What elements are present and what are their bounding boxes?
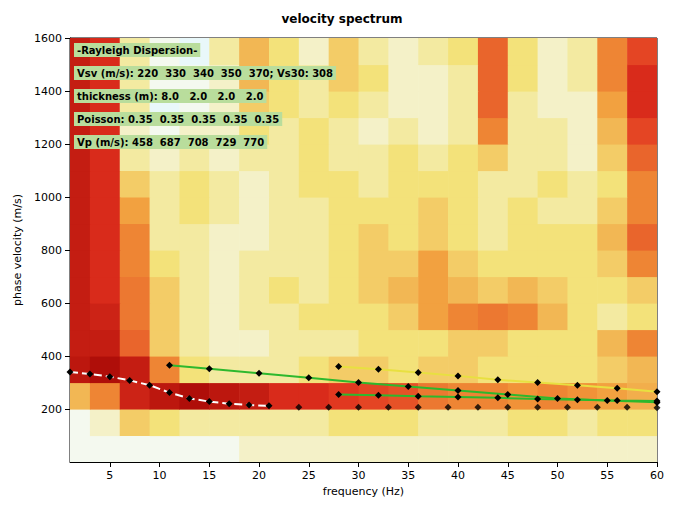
svg-text:60: 60	[650, 469, 664, 482]
svg-text:55: 55	[600, 469, 614, 482]
svg-text:25: 25	[302, 469, 316, 482]
svg-text:200: 200	[41, 403, 62, 416]
svg-text:velocity spectrum: velocity spectrum	[282, 12, 403, 26]
svg-text:Vp (m/s): 458 687 708 729: Vp (m/s): 458 687 708 729 770	[77, 137, 264, 148]
svg-text:15: 15	[202, 469, 216, 482]
svg-text:1200: 1200	[34, 138, 62, 151]
svg-text:1400: 1400	[34, 85, 62, 98]
svg-text:20: 20	[252, 469, 266, 482]
svg-text:45: 45	[501, 469, 515, 482]
svg-text:10: 10	[153, 469, 167, 482]
svg-text:1600: 1600	[34, 32, 62, 45]
svg-text:-Rayleigh Dispersion-: -Rayleigh Dispersion-	[77, 45, 197, 56]
svg-text:1000: 1000	[34, 191, 62, 204]
svg-text:400: 400	[41, 350, 62, 363]
svg-text:frequency (Hz): frequency (Hz)	[323, 485, 404, 498]
svg-text:35: 35	[401, 469, 415, 482]
svg-text:50: 50	[551, 469, 565, 482]
svg-text:thickness (m): 8.0 2.0 2.0: thickness (m): 8.0 2.0 2.0 2.0	[77, 91, 263, 102]
svg-text:Vsv (m/s): 220 330 340 350: Vsv (m/s): 220 330 340 350 370; Vs30: 30…	[77, 68, 333, 79]
svg-text:600: 600	[41, 297, 62, 310]
svg-text:800: 800	[41, 244, 62, 257]
svg-text:5: 5	[106, 469, 113, 482]
svg-text:40: 40	[451, 469, 465, 482]
svg-text:Poisson: 0.35 0.35 0.35 0.3: Poisson: 0.35 0.35 0.35 0.35 0.35	[77, 114, 279, 125]
svg-text:30: 30	[352, 469, 366, 482]
svg-text:phase velocity (m/s): phase velocity (m/s)	[11, 194, 24, 306]
